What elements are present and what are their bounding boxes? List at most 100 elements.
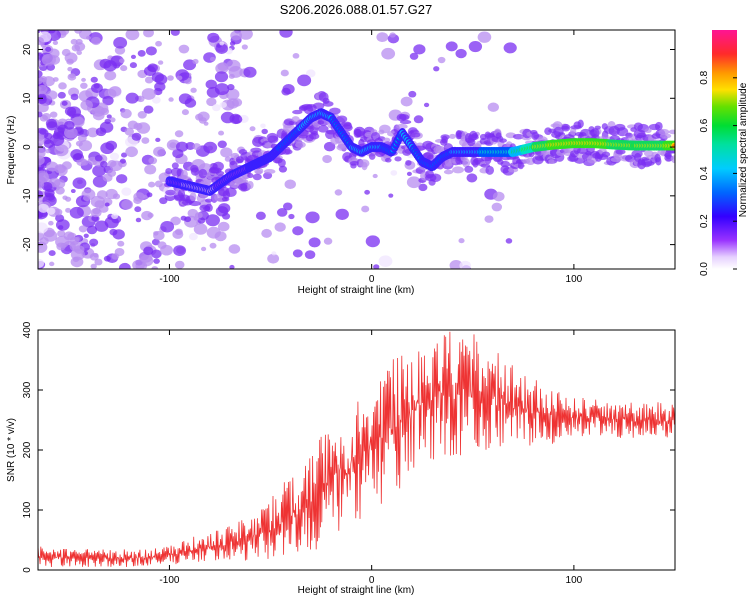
spectrogram-cell — [99, 58, 112, 69]
spectrogram-cell — [449, 133, 456, 140]
spectrogram-cell — [209, 242, 217, 249]
spectrogram-cell — [43, 138, 51, 145]
spectrogram-cell — [38, 203, 49, 213]
spectrogram-cell — [255, 211, 266, 220]
spectrogram-cell — [48, 30, 56, 34]
spectrogram-cell — [41, 181, 53, 191]
spectrogram-cell — [229, 160, 238, 170]
spectrogram-cell — [61, 161, 72, 170]
spectrogram-cell — [365, 235, 380, 248]
spectrogram-cell — [226, 59, 241, 72]
spectrogram-cell — [467, 134, 479, 141]
spectrogram-cell — [121, 152, 128, 158]
spectrogram-cell — [214, 71, 229, 83]
spectrogram-cell — [654, 121, 663, 131]
spectrogram-cell — [61, 100, 68, 106]
spectrogram-cell — [147, 63, 158, 73]
spectrogram-cell — [129, 62, 137, 69]
spectrogram-cell — [119, 58, 125, 64]
spectrogram-cell — [247, 173, 254, 179]
spectrogram-cell — [252, 173, 262, 181]
spectrogram-cell — [153, 230, 165, 241]
spectrogram-y-tick-label: 20 — [22, 44, 33, 56]
spectrogram-cell — [485, 165, 495, 175]
spectrogram-cell — [189, 191, 197, 202]
spectrogram-cell — [171, 162, 179, 169]
spectrogram-cell — [263, 168, 276, 175]
spectrogram-cell — [312, 102, 325, 110]
spectrogram-cell — [113, 37, 128, 49]
spectrogram-cell — [219, 41, 225, 46]
spectrogram-cell — [167, 75, 174, 81]
spectrogram-cell — [577, 119, 584, 128]
spectrogram-cell — [445, 41, 458, 52]
spectrogram-cell — [189, 200, 201, 207]
spectrogram-cell — [466, 173, 478, 183]
spectrogram-cell — [418, 183, 428, 192]
spectrogram-cell — [433, 66, 440, 72]
spectrogram-cell — [111, 213, 119, 220]
spectrogram-cell — [38, 102, 49, 113]
spectrogram-cell — [236, 158, 244, 163]
spectrogram-cell — [659, 133, 672, 139]
spectrogram-cell — [239, 30, 253, 40]
spectrogram-cell — [38, 179, 45, 189]
colorbar-label: Normalized spectral amplitude — [738, 82, 749, 217]
spectrogram-cell — [48, 220, 54, 226]
spectrogram-cell — [72, 177, 87, 189]
spectrogram-cell — [141, 137, 150, 144]
spectrogram-cell — [467, 138, 476, 147]
spectrogram-cell — [133, 122, 143, 131]
spectrogram-cell — [49, 134, 65, 147]
spectrogram-cell — [53, 208, 63, 216]
spectrogram-frame — [37, 29, 676, 270]
spectrogram-cell — [317, 125, 329, 133]
spectrogram-cell — [38, 84, 48, 94]
spectrogram-cell — [203, 141, 218, 154]
spectrogram-cell — [54, 144, 69, 157]
spectrogram-cell — [405, 159, 412, 166]
spectrogram-cell — [165, 189, 176, 196]
spectrogram-cell — [206, 226, 221, 239]
spectrogram-cell — [102, 95, 114, 106]
spectrogram-cell — [193, 223, 208, 235]
spectrogram-cell — [83, 233, 89, 238]
spectrogram-cell — [57, 225, 64, 230]
spectrogram-cell — [181, 109, 189, 116]
colorbar-gradient — [712, 30, 737, 269]
spectrogram-cell — [121, 199, 134, 210]
snr-panel: -100 0 100 0 100 200 300 400 Height of straigh… — [6, 321, 676, 596]
spectrogram-cell — [153, 258, 160, 264]
spectrogram-cell — [48, 250, 56, 257]
spectrogram-cell — [111, 253, 120, 260]
spectrogram-cell — [151, 238, 160, 246]
spectrogram-cell — [322, 101, 334, 107]
spectrogram-cell — [148, 181, 156, 188]
spectrogram-cell — [378, 255, 393, 268]
spectrogram-cell — [409, 52, 419, 60]
spectrogram-cell — [217, 140, 227, 149]
spectrogram-cell — [157, 241, 167, 249]
spectrogram-cell — [279, 30, 293, 38]
spectrogram-cell — [292, 249, 303, 258]
spectrogram-cell — [93, 83, 100, 89]
spectrogram-cell — [309, 132, 320, 140]
spectrogram-cell — [217, 62, 229, 72]
spectrogram-y-tick-label: 10 — [22, 92, 33, 104]
spectrogram-cell — [499, 138, 507, 143]
spectrogram-cell — [55, 186, 65, 195]
spectrogram-cell — [119, 158, 126, 164]
colorbar-ticks: 0.0 0.2 0.4 0.6 0.8 — [699, 70, 737, 276]
spectrogram-cell — [225, 187, 237, 198]
colorbar: 0.0 0.2 0.4 0.6 0.8 Normalized spectral ampl… — [699, 30, 749, 276]
spectrogram-cell — [121, 187, 132, 196]
spectrogram-cell — [91, 36, 101, 46]
spectrogram-cell — [217, 221, 230, 232]
spectrogram-cell — [116, 174, 128, 184]
spectrogram-cell — [174, 130, 184, 138]
spectrogram-cell — [220, 147, 233, 158]
spectrogram-cell — [295, 141, 306, 149]
spectrogram-cell — [193, 216, 199, 221]
spectrogram-cell — [206, 97, 217, 107]
spectrogram-cell — [278, 165, 288, 173]
